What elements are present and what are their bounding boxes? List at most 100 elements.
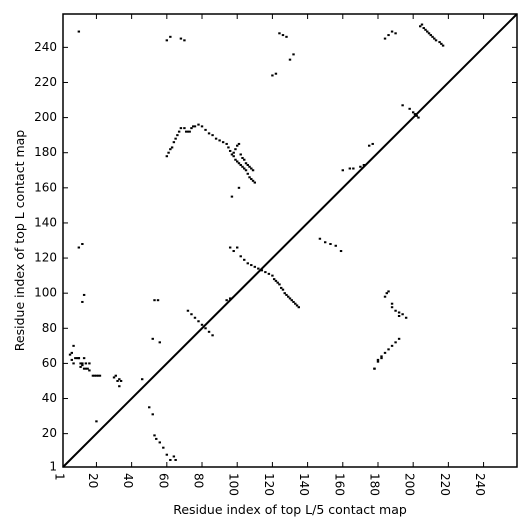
y-tick-label: 100 (34, 286, 57, 300)
contact-point (177, 130, 181, 133)
contact-point (411, 111, 415, 114)
contact-point (236, 144, 239, 147)
contact-point (271, 74, 274, 77)
contact-point (116, 379, 119, 382)
contact-point (246, 164, 249, 166)
contact-point (140, 378, 144, 381)
contact-point (359, 165, 362, 168)
contact-point (148, 406, 151, 409)
contact-point (211, 334, 214, 337)
contact-point (401, 104, 404, 107)
contact-point (236, 246, 239, 249)
y-tick-label: 40 (42, 391, 57, 405)
contact-point (70, 351, 73, 354)
y-tick-label: 120 (34, 251, 57, 265)
contact-point (260, 269, 264, 272)
contact-point (77, 357, 81, 360)
contact-point (165, 155, 169, 158)
contact-point (440, 42, 443, 45)
contact-point (295, 304, 299, 307)
contact-point (244, 169, 248, 172)
contact-point (323, 241, 327, 244)
contact-point (397, 315, 401, 317)
contact-point (119, 379, 123, 382)
contact-point (294, 302, 297, 305)
contact-point (362, 164, 366, 166)
x-axis-ticks: 1 20 40 60 80 100 120 140 160 180 200 220 240 (53, 14, 487, 496)
contact-point (390, 306, 394, 309)
contact-point (230, 195, 234, 198)
contact-point (248, 176, 251, 179)
y-tick-label: 240 (34, 40, 57, 54)
contact-point (221, 141, 225, 144)
contact-point (243, 258, 246, 261)
contact-point (401, 313, 404, 316)
contact-point (290, 299, 293, 302)
y-axis-label: Residue index of top L contact map (12, 130, 27, 351)
contact-point (367, 144, 371, 147)
contact-point (96, 374, 100, 377)
contact-point (383, 351, 387, 354)
contact-point (186, 309, 190, 312)
contact-point (200, 125, 204, 128)
contact-point (236, 160, 239, 163)
x-tick-label: 180 (367, 473, 381, 496)
contact-point (251, 169, 255, 172)
contact-point (383, 295, 387, 298)
contact-point (297, 306, 300, 309)
contact-point (429, 34, 432, 37)
y-tick-label: 1 (49, 460, 57, 474)
contact-point (162, 446, 165, 449)
contact-point (93, 374, 96, 377)
contact-point (232, 250, 235, 253)
contact-point (288, 58, 292, 61)
contact-point (183, 39, 186, 42)
contact-point (155, 437, 158, 440)
y-tick-label: 220 (34, 75, 57, 89)
contact-point (237, 142, 241, 145)
contact-point (82, 367, 86, 370)
contact-point (248, 165, 251, 168)
contact-point (95, 420, 98, 423)
contact-point (420, 23, 424, 26)
contact-point (237, 186, 241, 189)
contact-point (176, 134, 179, 137)
contact-point (253, 181, 257, 184)
contact-point (434, 39, 438, 42)
contact-point (200, 323, 204, 326)
contact-point (264, 271, 267, 274)
contact-point (77, 246, 81, 249)
contact-point (95, 374, 98, 377)
contact-point (390, 344, 394, 347)
contact-point (385, 292, 388, 295)
contact-point (415, 114, 418, 117)
contact-point (169, 35, 172, 38)
contact-point (376, 358, 380, 361)
contact-point (228, 149, 232, 152)
contact-point (197, 123, 200, 126)
contact-point (387, 348, 390, 351)
contact-point (250, 178, 253, 181)
contact-point (339, 250, 343, 253)
contact-point (158, 441, 161, 444)
contact-point (153, 434, 156, 437)
contact-point (68, 353, 72, 356)
contact-point (285, 293, 288, 296)
contact-point (82, 293, 86, 296)
contact-point (417, 116, 420, 119)
contact-point (394, 32, 397, 35)
contact-point (239, 153, 242, 156)
contact-point (232, 151, 235, 154)
contact-point (75, 357, 79, 360)
contact-point (285, 35, 288, 38)
x-tick-label: 80 (192, 473, 206, 488)
contact-point (387, 290, 390, 293)
contact-point (81, 243, 84, 246)
contact-point (72, 362, 75, 365)
contact-point (174, 458, 177, 461)
y-tick-label: 140 (34, 215, 57, 229)
y-tick-label: 20 (42, 426, 57, 440)
contact-point (225, 299, 228, 302)
contact-point (383, 37, 387, 40)
